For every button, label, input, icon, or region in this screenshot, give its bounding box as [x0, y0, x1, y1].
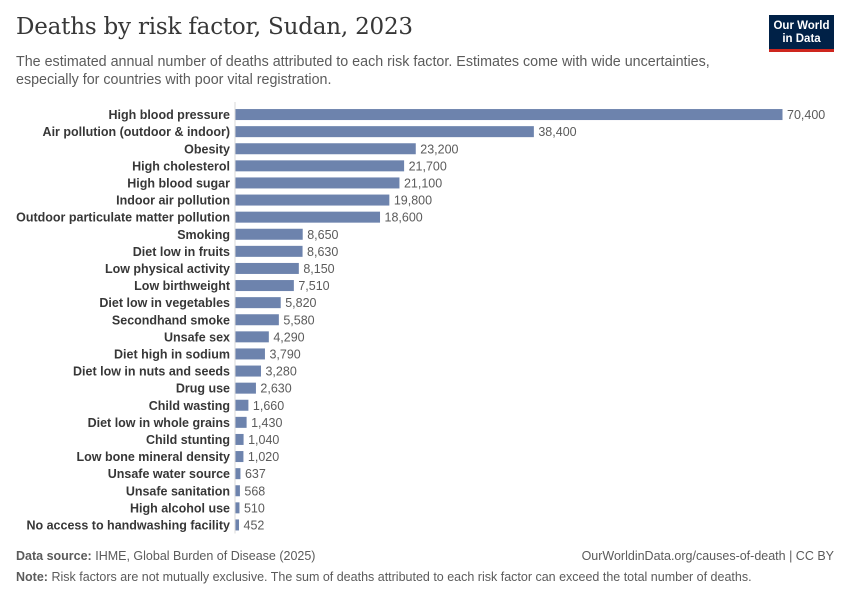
value-label: 8,150 [303, 262, 334, 276]
value-label: 452 [244, 518, 265, 532]
bar[interactable] [235, 245, 303, 257]
value-label: 637 [245, 467, 266, 481]
category-label: Child stunting [146, 433, 230, 447]
source-url-link[interactable]: OurWorldinData.org/causes-of-death | CC … [581, 549, 834, 563]
category-label: High blood sugar [127, 176, 230, 190]
category-label: Child wasting [149, 399, 230, 413]
logo-line-1: Our World [773, 20, 830, 32]
bar[interactable] [235, 382, 256, 394]
bar[interactable] [235, 416, 247, 428]
bar[interactable] [235, 228, 303, 240]
chart-subtitle: The estimated annual number of deaths at… [16, 54, 710, 88]
bar[interactable] [235, 519, 240, 531]
logo-line-2: in Data [782, 33, 821, 45]
value-label: 510 [244, 501, 265, 515]
bar[interactable] [235, 348, 265, 360]
value-label: 3,790 [269, 347, 300, 361]
category-label: Obesity [184, 142, 230, 156]
value-label: 4,290 [273, 330, 304, 344]
bar[interactable] [235, 297, 281, 309]
value-label: 70,400 [787, 108, 825, 122]
category-label: High cholesterol [132, 159, 230, 173]
category-label: Low bone mineral density [77, 450, 231, 464]
category-label: Low birthweight [134, 279, 231, 293]
value-label: 21,700 [409, 159, 447, 173]
bar[interactable] [235, 160, 405, 172]
value-label: 1,660 [253, 399, 284, 413]
category-label: High alcohol use [130, 501, 230, 515]
bar[interactable] [235, 109, 783, 121]
bar[interactable] [235, 451, 244, 463]
value-label: 568 [244, 484, 265, 498]
value-label: 2,630 [260, 382, 291, 396]
category-label: Diet low in fruits [133, 245, 230, 259]
bar[interactable] [235, 177, 400, 189]
data-source: Data source: IHME, Global Burden of Dise… [16, 549, 315, 563]
value-label: 8,630 [307, 245, 338, 259]
bar[interactable] [235, 126, 534, 138]
bar[interactable] [235, 468, 241, 480]
source-text[interactable]: IHME, Global Burden of Disease (2025) [95, 549, 316, 563]
category-label: Diet high in sodium [114, 347, 230, 361]
note-label: Note: [16, 570, 48, 584]
owid-logo[interactable]: Our World in Data [769, 15, 834, 52]
note-text: Risk factors are not mutually exclusive.… [51, 570, 752, 584]
footnote: Note: Risk factors are not mutually excl… [16, 570, 752, 584]
bar-chart: High blood pressure 70,400 Air pollution (… [16, 102, 825, 534]
category-label: Low physical activity [105, 262, 230, 276]
bar[interactable] [235, 331, 269, 343]
category-label: Diet low in nuts and seeds [73, 365, 230, 379]
value-label: 1,020 [248, 450, 279, 464]
bar[interactable] [235, 433, 244, 445]
value-label: 8,650 [307, 228, 338, 242]
bar[interactable] [235, 399, 249, 411]
category-label: Diet low in whole grains [88, 416, 230, 430]
bar[interactable] [235, 314, 279, 326]
bar[interactable] [235, 194, 390, 206]
value-label: 19,800 [394, 194, 432, 208]
value-label: 7,510 [298, 279, 329, 293]
value-label: 38,400 [538, 125, 576, 139]
chart-title: Deaths by risk factor, Sudan, 2023 [16, 14, 413, 40]
bar[interactable] [235, 502, 240, 514]
value-label: 23,200 [420, 142, 458, 156]
category-label: Outdoor particulate matter pollution [16, 211, 230, 225]
bar[interactable] [235, 365, 261, 377]
category-label: Unsafe water source [108, 467, 230, 481]
value-label: 5,820 [285, 296, 316, 310]
value-label: 5,580 [283, 313, 314, 327]
bar[interactable] [235, 262, 299, 274]
category-label: Diet low in vegetables [99, 296, 230, 310]
bar[interactable] [235, 485, 240, 497]
category-label: Indoor air pollution [116, 194, 230, 208]
category-label: Drug use [176, 382, 230, 396]
category-label: Smoking [177, 228, 230, 242]
bar[interactable] [235, 280, 294, 292]
value-label: 18,600 [385, 211, 423, 225]
category-label: No access to handwashing facility [26, 518, 230, 532]
value-label: 1,430 [251, 416, 282, 430]
category-label: Air pollution (outdoor & indoor) [43, 125, 230, 139]
category-label: High blood pressure [108, 108, 230, 122]
source-label: Data source: [16, 549, 92, 563]
category-label: Unsafe sex [164, 330, 230, 344]
bar[interactable] [235, 211, 381, 223]
category-label: Unsafe sanitation [126, 484, 230, 498]
category-label: Secondhand smoke [112, 313, 230, 327]
value-label: 3,280 [265, 365, 296, 379]
value-label: 21,100 [404, 176, 442, 190]
bar[interactable] [235, 143, 416, 155]
value-label: 1,040 [248, 433, 279, 447]
